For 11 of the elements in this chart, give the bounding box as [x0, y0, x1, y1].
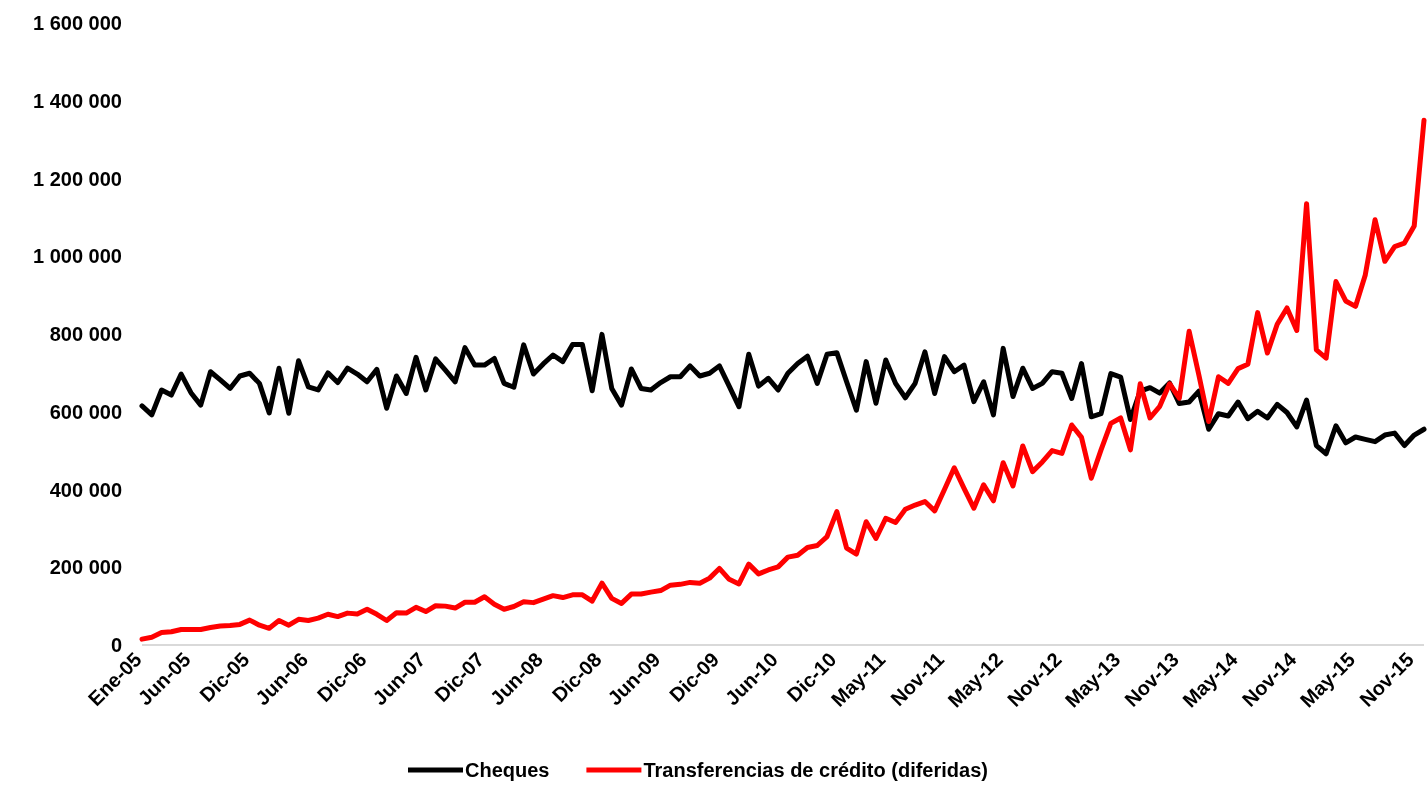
y-tick-label: 600 000 [49, 400, 122, 423]
y-tick-label: 0 [110, 634, 122, 656]
legend-label: Transferencias de crédito (diferidas) [643, 759, 988, 781]
y-tick-label: 1 000 000 [33, 245, 122, 268]
y-tick-label: 800 000 [49, 323, 122, 345]
legend-label: Cheques [465, 759, 550, 781]
y-tick-label: 1 600 000 [33, 12, 122, 34]
y-tick-label: 1 400 000 [33, 89, 122, 112]
y-tick-label: 200 000 [49, 556, 122, 579]
y-tick-label: 400 000 [49, 478, 122, 501]
y-tick-label: 1 200 000 [33, 167, 122, 190]
